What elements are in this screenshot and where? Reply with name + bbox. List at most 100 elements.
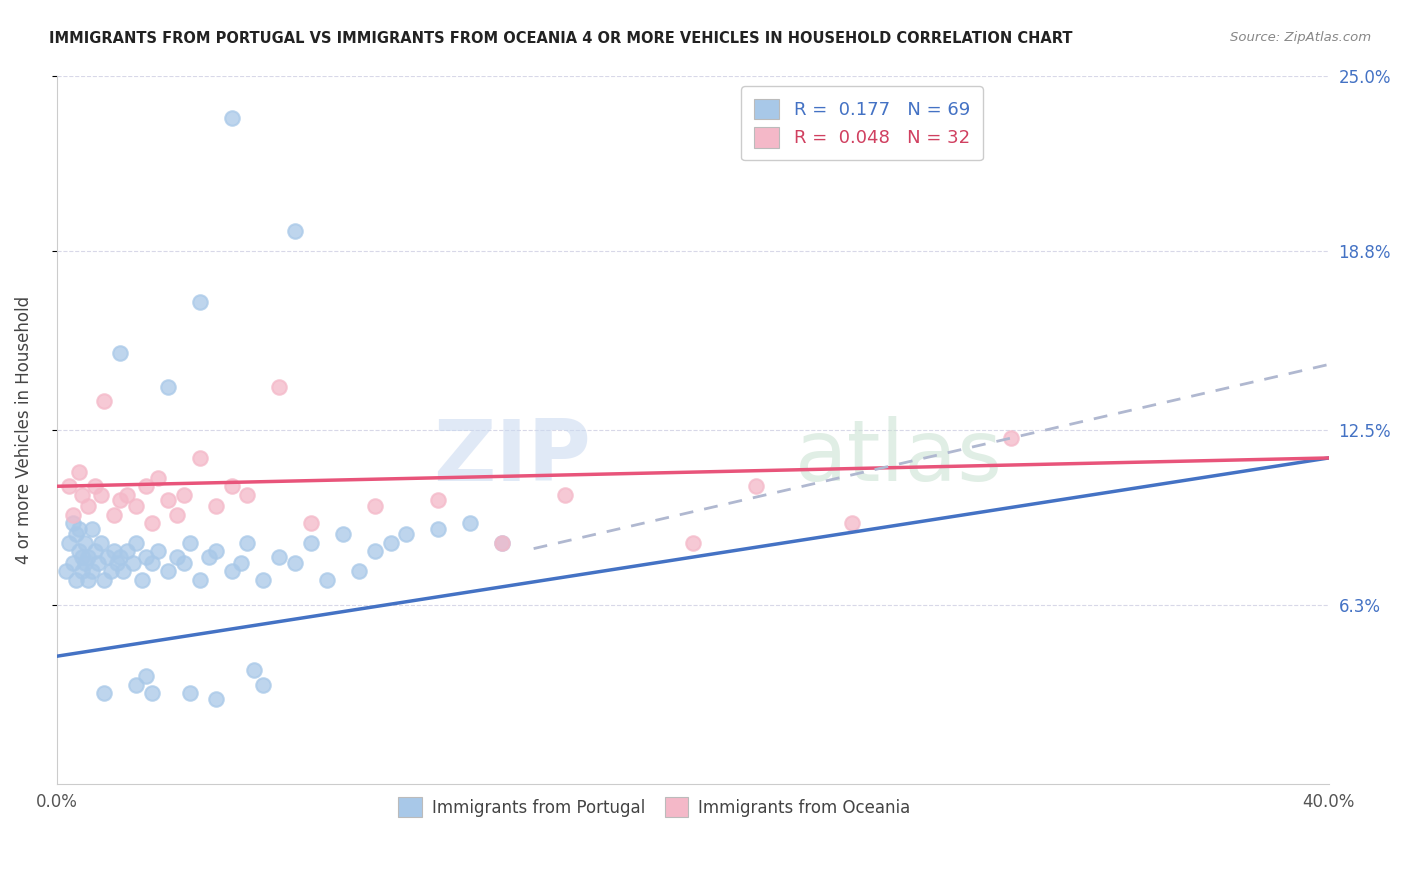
Text: Source: ZipAtlas.com: Source: ZipAtlas.com	[1230, 31, 1371, 45]
Point	[204, 691, 226, 706]
Point	[204, 499, 226, 513]
Point	[110, 493, 132, 508]
Point	[242, 664, 264, 678]
Point	[125, 499, 148, 513]
Point	[347, 564, 370, 578]
Point	[491, 536, 513, 550]
Text: ZIP: ZIP	[433, 417, 591, 500]
Point	[67, 522, 90, 536]
Point	[58, 536, 80, 550]
Point	[62, 516, 84, 530]
Point	[77, 573, 100, 587]
Point	[77, 550, 100, 565]
Point	[269, 380, 291, 394]
Point	[841, 516, 863, 530]
Point	[58, 479, 80, 493]
Point	[112, 564, 135, 578]
Point	[87, 556, 110, 570]
Point	[65, 527, 87, 541]
Point	[100, 564, 122, 578]
Point	[62, 556, 84, 570]
Point	[135, 479, 157, 493]
Point	[458, 516, 481, 530]
Point	[80, 522, 103, 536]
Point	[115, 488, 138, 502]
Point	[229, 556, 252, 570]
Y-axis label: 4 or more Vehicles in Household: 4 or more Vehicles in Household	[15, 295, 32, 564]
Point	[93, 686, 115, 700]
Point	[70, 550, 93, 565]
Point	[380, 536, 402, 550]
Legend: Immigrants from Portugal, Immigrants from Oceania: Immigrants from Portugal, Immigrants fro…	[389, 789, 920, 825]
Point	[131, 573, 153, 587]
Point	[122, 556, 145, 570]
Point	[83, 544, 105, 558]
Point	[198, 550, 221, 565]
Point	[125, 677, 148, 691]
Point	[141, 516, 163, 530]
Point	[75, 536, 97, 550]
Point	[156, 493, 179, 508]
Point	[221, 479, 243, 493]
Point	[75, 556, 97, 570]
Point	[395, 527, 418, 541]
Point	[284, 224, 307, 238]
Point	[83, 479, 105, 493]
Point	[90, 488, 112, 502]
Point	[105, 556, 128, 570]
Point	[93, 573, 115, 587]
Point	[166, 508, 188, 522]
Point	[173, 488, 195, 502]
Point	[103, 508, 125, 522]
Point	[188, 450, 211, 465]
Point	[236, 488, 259, 502]
Point	[427, 493, 450, 508]
Point	[96, 550, 118, 565]
Point	[221, 564, 243, 578]
Point	[491, 536, 513, 550]
Point	[284, 556, 307, 570]
Point	[221, 111, 243, 125]
Point	[90, 536, 112, 550]
Point	[299, 516, 322, 530]
Point	[188, 573, 211, 587]
Point	[65, 573, 87, 587]
Point	[62, 508, 84, 522]
Point	[236, 536, 259, 550]
Point	[77, 499, 100, 513]
Point	[135, 669, 157, 683]
Point	[554, 488, 576, 502]
Point	[103, 544, 125, 558]
Point	[252, 573, 274, 587]
Point	[148, 544, 170, 558]
Point	[156, 564, 179, 578]
Point	[363, 499, 385, 513]
Point	[70, 488, 93, 502]
Point	[125, 536, 148, 550]
Point	[67, 544, 90, 558]
Point	[110, 346, 132, 360]
Point	[252, 677, 274, 691]
Point	[363, 544, 385, 558]
Point	[141, 686, 163, 700]
Point	[316, 573, 339, 587]
Point	[188, 295, 211, 310]
Text: IMMIGRANTS FROM PORTUGAL VS IMMIGRANTS FROM OCEANIA 4 OR MORE VEHICLES IN HOUSEH: IMMIGRANTS FROM PORTUGAL VS IMMIGRANTS F…	[49, 31, 1073, 46]
Point	[204, 544, 226, 558]
Point	[1000, 431, 1022, 445]
Point	[110, 550, 132, 565]
Point	[745, 479, 768, 493]
Point	[179, 686, 201, 700]
Point	[55, 564, 77, 578]
Point	[115, 544, 138, 558]
Point	[80, 564, 103, 578]
Point	[166, 550, 188, 565]
Point	[135, 550, 157, 565]
Text: atlas: atlas	[794, 417, 1002, 500]
Point	[70, 564, 93, 578]
Point	[299, 536, 322, 550]
Point	[269, 550, 291, 565]
Point	[156, 380, 179, 394]
Point	[93, 394, 115, 409]
Point	[682, 536, 704, 550]
